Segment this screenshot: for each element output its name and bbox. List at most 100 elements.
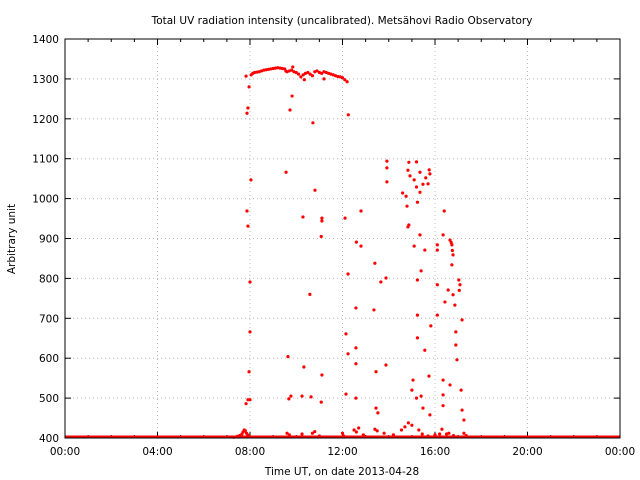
y-tick-label: 500 (39, 393, 59, 405)
chart-title: Total UV radiation intensity (uncalibrat… (151, 15, 533, 27)
data-point (320, 71, 324, 75)
data-point (419, 394, 423, 398)
data-point (287, 433, 291, 437)
data-point (423, 248, 427, 252)
data-point (372, 308, 376, 312)
data-point (414, 185, 419, 189)
data-point (245, 209, 249, 213)
data-point (441, 393, 445, 397)
data-point (427, 374, 431, 378)
data-point (302, 78, 306, 82)
data-points (65, 65, 620, 439)
y-tick-label: 1200 (32, 114, 59, 126)
data-point (451, 434, 456, 438)
data-point (354, 430, 358, 434)
data-point (286, 355, 290, 359)
data-point (300, 432, 304, 436)
data-point (320, 216, 324, 220)
data-point (379, 280, 383, 284)
grid-lines (65, 39, 620, 438)
data-point (401, 191, 405, 195)
data-point (435, 313, 439, 317)
data-point (291, 65, 295, 69)
data-point (354, 346, 358, 350)
data-point (310, 431, 315, 435)
data-point (455, 358, 459, 362)
data-point (424, 176, 428, 180)
data-point (448, 238, 452, 242)
data-point (450, 248, 454, 253)
data-point (340, 431, 345, 435)
data-point (385, 180, 389, 184)
data-point (344, 332, 348, 336)
data-point (357, 426, 361, 430)
data-point (249, 178, 253, 182)
data-point (289, 394, 293, 398)
data-point (415, 278, 420, 282)
data-point (407, 160, 411, 164)
data-point (301, 215, 305, 219)
data-point (376, 411, 380, 415)
data-point (411, 378, 415, 382)
data-point (441, 378, 445, 382)
data-point (246, 106, 250, 110)
data-point (361, 433, 365, 437)
data-point (419, 269, 423, 273)
data-point (301, 73, 305, 77)
data-point (354, 240, 358, 244)
data-point (453, 303, 457, 307)
data-point (354, 306, 358, 310)
data-point (245, 111, 249, 115)
data-point (343, 78, 347, 82)
data-point (319, 400, 323, 404)
y-tick-label: 1300 (32, 74, 59, 86)
y-tick-label: 1400 (32, 34, 59, 46)
y-tick-label: 400 (39, 433, 59, 445)
data-point (244, 402, 248, 406)
data-point (288, 108, 292, 112)
axis-ticks (64, 38, 621, 439)
x-tick-label: 16:00 (420, 446, 450, 458)
data-point (322, 77, 326, 81)
data-point (285, 431, 289, 435)
data-point (354, 362, 358, 366)
x-tick-labels: 00:00 04:00 08:00 12:00 16:00 20:00 00:00 (50, 446, 635, 458)
data-point (374, 406, 378, 410)
data-point (247, 85, 251, 89)
data-point (343, 216, 347, 220)
data-point (374, 370, 378, 374)
data-point (441, 233, 445, 237)
data-point (384, 276, 388, 280)
data-point (317, 434, 321, 438)
data-point (406, 225, 410, 229)
data-point (354, 396, 358, 400)
data-point (320, 373, 324, 377)
y-tick-label: 700 (39, 313, 59, 325)
data-point (446, 288, 450, 292)
data-point (415, 200, 420, 204)
data-point (447, 431, 451, 435)
data-point (426, 434, 430, 438)
data-point (300, 394, 304, 398)
x-tick-label: 20:00 (512, 446, 542, 458)
x-tick-label: 12:00 (327, 446, 357, 458)
data-point (448, 383, 452, 387)
data-point (310, 74, 315, 78)
data-point (460, 318, 464, 322)
data-point (315, 69, 319, 73)
data-point (410, 423, 414, 427)
data-point (415, 336, 420, 340)
data-point (359, 244, 363, 248)
data-point (423, 348, 427, 352)
data-point (440, 427, 444, 431)
data-point (287, 397, 291, 401)
data-point (243, 429, 247, 433)
data-point (457, 278, 461, 282)
x-axis-label: Time UT, on date 2013-04-28 (264, 466, 419, 478)
data-point (429, 324, 433, 328)
data-point (404, 194, 408, 198)
data-point (345, 80, 349, 84)
data-point (458, 283, 462, 287)
data-point (442, 209, 446, 213)
